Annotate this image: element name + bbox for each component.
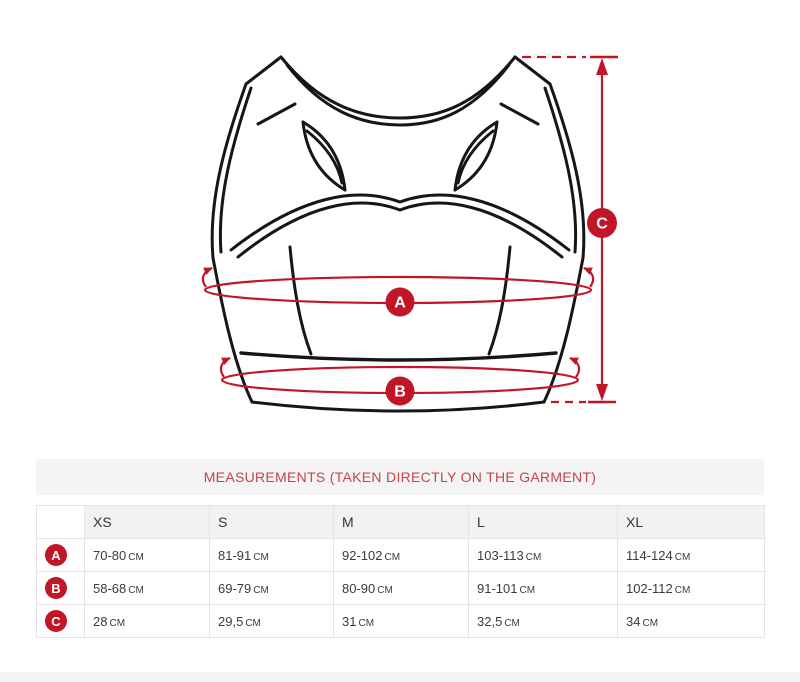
- table-row-a: A 70-80 CM 81-91 CM 92-102 CM 103-113 CM 114…: [36, 538, 765, 572]
- unit-label: CM: [674, 584, 691, 596]
- measurements-table: XS S M L XL A 70-80 CM 81-91 CM 92-102 CM 1…: [36, 505, 765, 638]
- measurement-cell: 70-80 CM: [84, 538, 210, 572]
- diagram-badge-a: A: [385, 287, 415, 317]
- badge-a-letter: A: [394, 295, 406, 312]
- unit-label: CM: [384, 551, 401, 563]
- unit-label: CM: [128, 584, 144, 596]
- unit-label: CM: [504, 617, 520, 629]
- row-badge-a: A: [45, 544, 67, 566]
- unit-label: CM: [253, 551, 269, 563]
- row-badge-cell: B: [36, 571, 85, 605]
- corner-cell: [36, 505, 85, 539]
- measurements-table-wrap: XS S M L XL A 70-80 CM 81-91 CM 92-102 CM 1…: [36, 505, 765, 638]
- row-badge-b: B: [45, 577, 67, 599]
- measurement-cell: 103-113 CM: [468, 538, 618, 572]
- measurement-cell: 114-124 CM: [617, 538, 765, 572]
- measurement-cell: 34 CM: [617, 604, 765, 638]
- unit-label: CM: [128, 551, 144, 563]
- measurement-cell: 31 CM: [333, 604, 469, 638]
- measurement-cell: 92-102 CM: [333, 538, 469, 572]
- measurement-cell: 80-90 CM: [333, 571, 469, 605]
- measurement-cell: 28 CM: [84, 604, 210, 638]
- col-header-m: M: [333, 505, 469, 539]
- row-badge-cell: A: [36, 538, 85, 572]
- measurement-cell: 58-68 CM: [84, 571, 210, 605]
- sports-bra-drawing: A B C: [201, 55, 618, 413]
- page-bottom-strip: [0, 672, 800, 682]
- unit-label: CM: [519, 584, 536, 596]
- measurement-cell: 102-112 CM: [617, 571, 765, 605]
- unit-label: CM: [358, 617, 375, 629]
- row-badge-c: C: [45, 610, 67, 632]
- measurement-cell: 91-101 CM: [468, 571, 618, 605]
- badge-b-letter: B: [394, 384, 406, 401]
- diagram-badge-c: C: [587, 208, 617, 238]
- measurement-cell: 29,5 CM: [209, 604, 334, 638]
- unit-label: CM: [525, 551, 542, 563]
- table-title: MEASUREMENTS (TAKEN DIRECTLY ON THE GARM…: [203, 469, 597, 485]
- measurement-cell: 69-79 CM: [209, 571, 334, 605]
- col-header-l: L: [468, 505, 618, 539]
- unit-label: CM: [109, 617, 126, 629]
- unit-label: CM: [674, 551, 691, 563]
- diagram-badge-b: B: [385, 376, 415, 406]
- col-header-s: S: [209, 505, 334, 539]
- unit-label: CM: [377, 584, 393, 596]
- col-header-xs: XS: [84, 505, 210, 539]
- table-title-bar: MEASUREMENTS (TAKEN DIRECTLY ON THE GARM…: [36, 459, 764, 495]
- table-row-c: C 28 CM 29,5 CM 31 CM 32,5 CM 34 CM: [36, 604, 765, 638]
- row-badge-cell: C: [36, 604, 85, 638]
- unit-label: CM: [642, 617, 659, 629]
- size-header-row: XS S M L XL: [36, 505, 765, 539]
- measurement-cell: 32,5 CM: [468, 604, 618, 638]
- badge-c-letter: C: [596, 216, 608, 233]
- unit-label: CM: [245, 617, 261, 629]
- garment-measurement-diagram: A B C: [201, 55, 618, 413]
- unit-label: CM: [253, 584, 269, 596]
- table-row-b: B 58-68 CM 69-79 CM 80-90 CM 91-101 CM 102-1…: [36, 571, 765, 605]
- col-header-xl: XL: [617, 505, 765, 539]
- bra-outline: [210, 55, 586, 413]
- measurement-cell: 81-91 CM: [209, 538, 334, 572]
